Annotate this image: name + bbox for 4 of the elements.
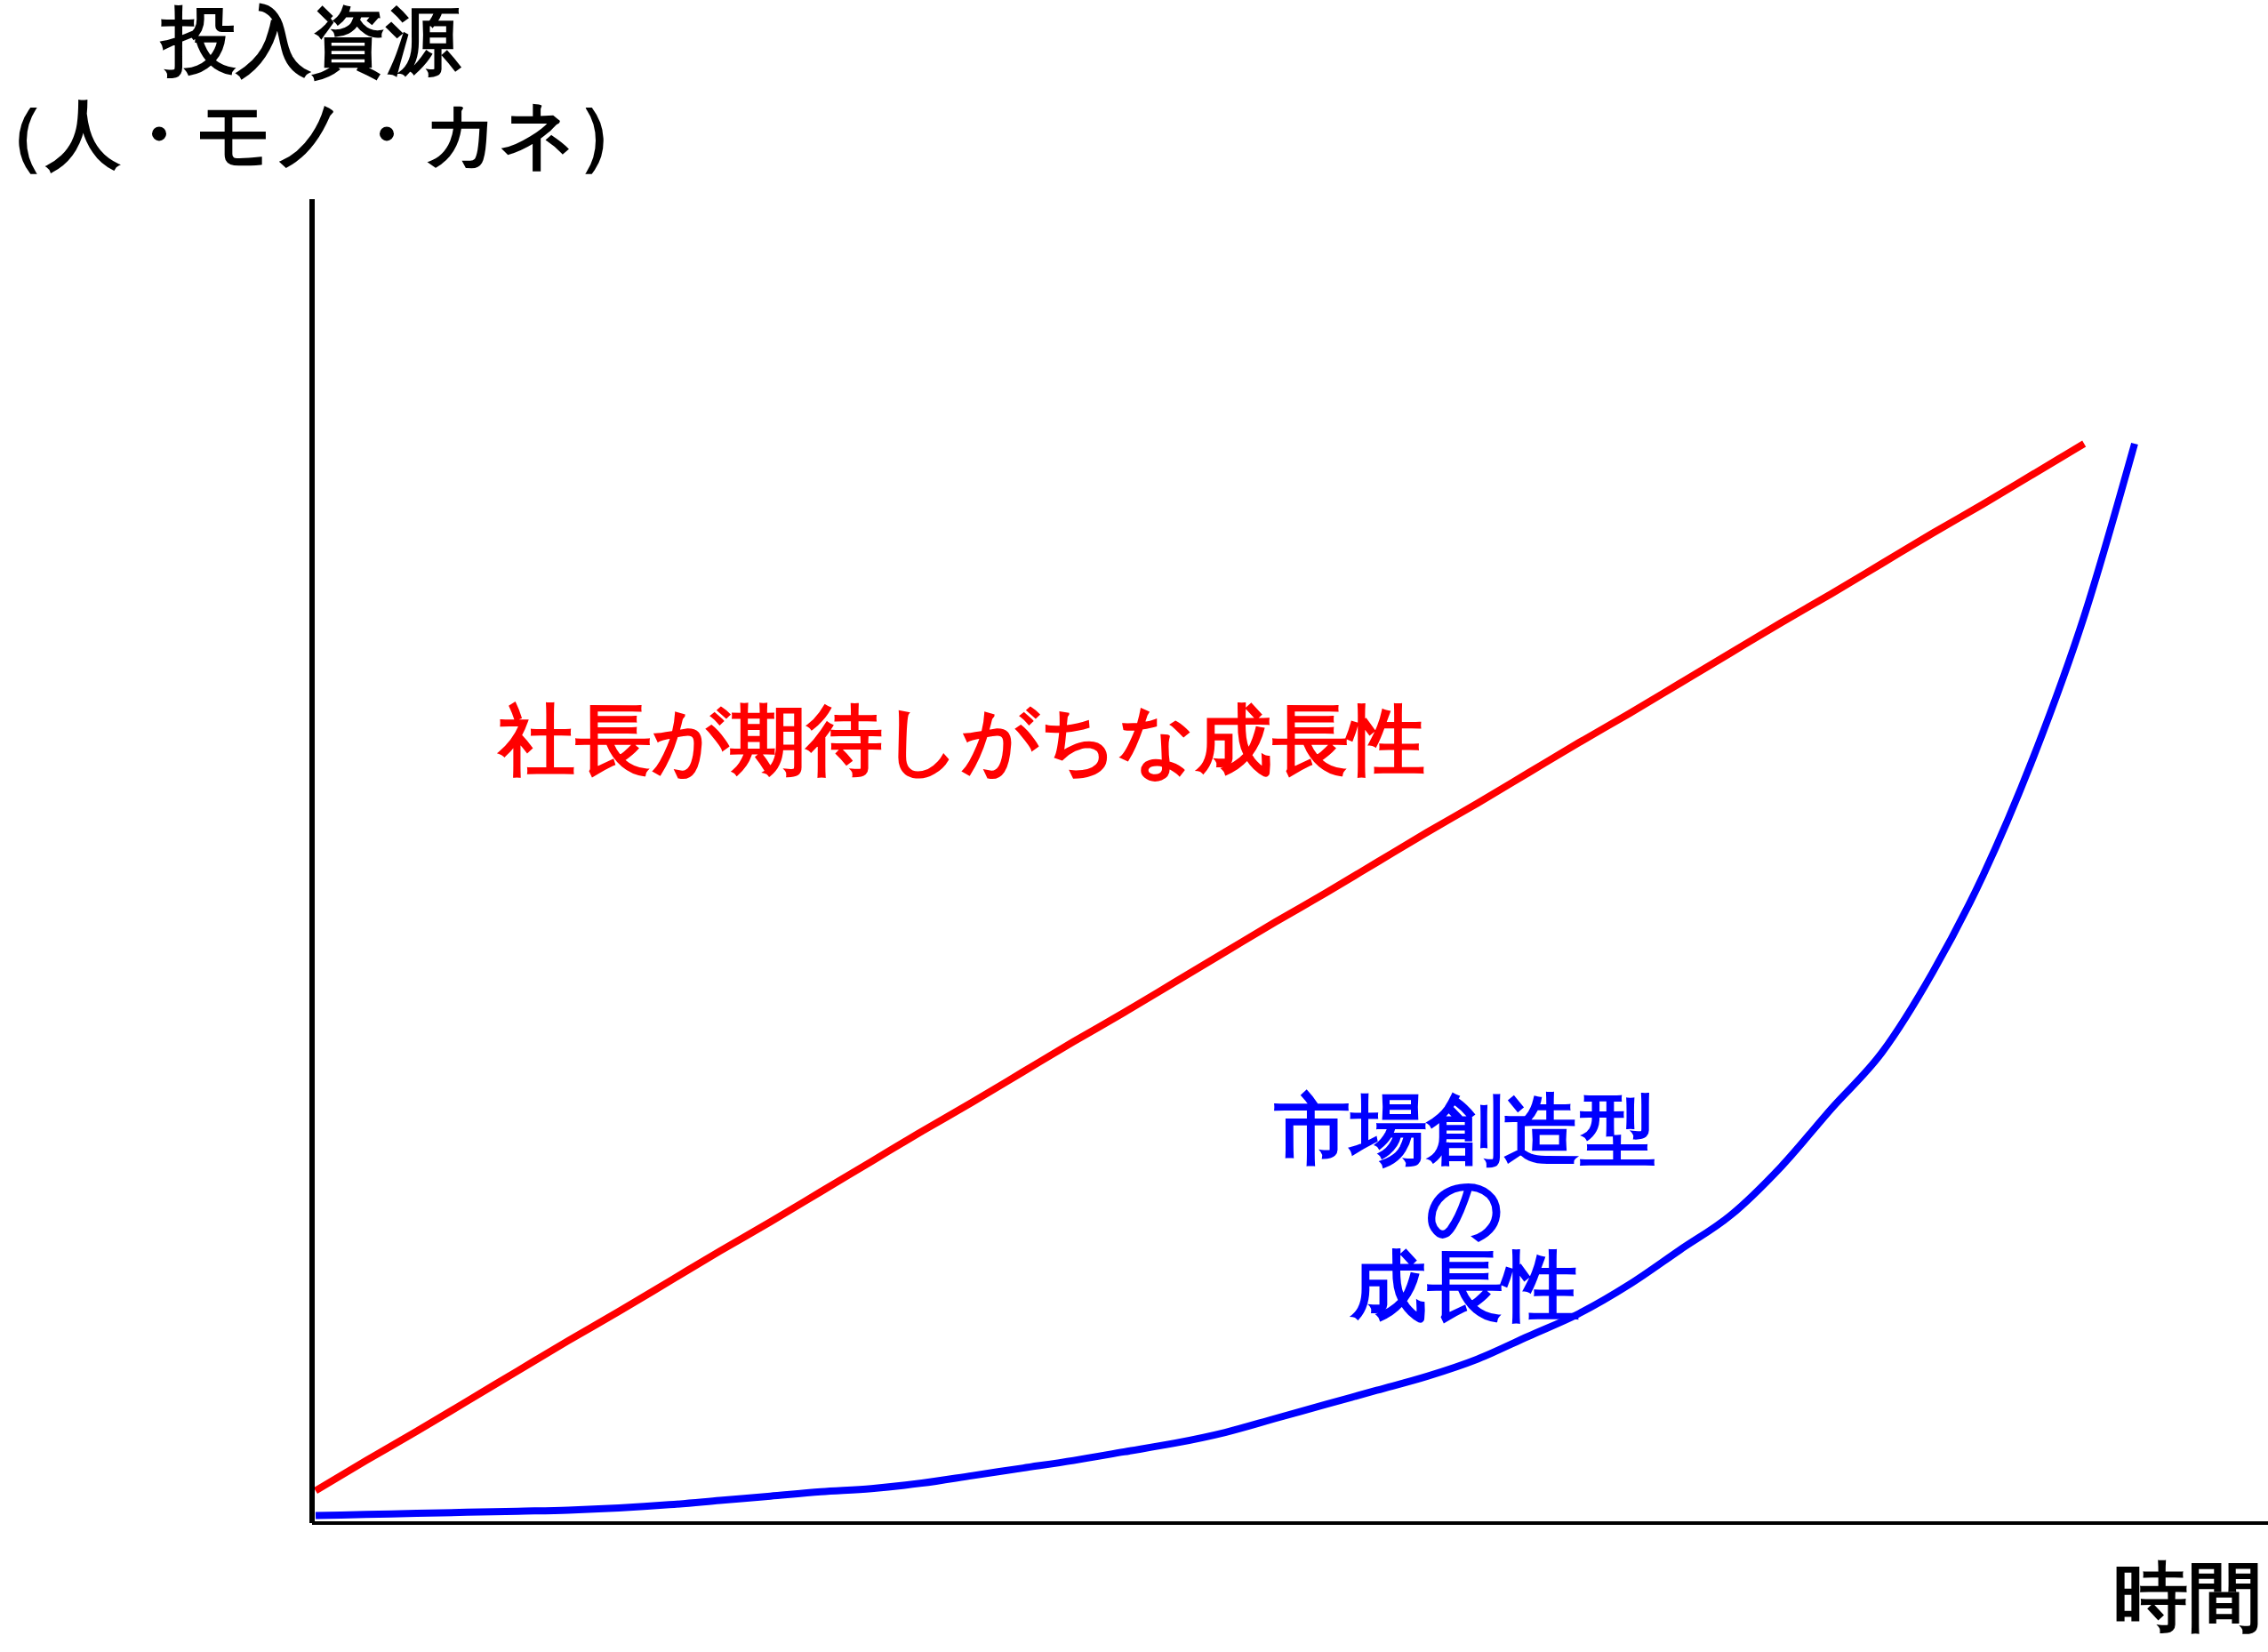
series-label: 市場創造型の成長性 — [1273, 1085, 1656, 1330]
series-label: 社長が期待しがちな成長性 — [496, 695, 1425, 784]
y-axis-title: 投入資源（人・モノ・カネ） — [0, 0, 651, 178]
x-axis-title: 時間 — [2113, 1553, 2263, 1640]
